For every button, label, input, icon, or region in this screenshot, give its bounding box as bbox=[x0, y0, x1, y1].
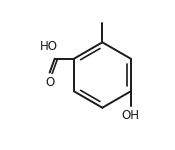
Text: OH: OH bbox=[122, 109, 140, 122]
Text: HO: HO bbox=[40, 40, 58, 53]
Text: O: O bbox=[45, 76, 54, 89]
